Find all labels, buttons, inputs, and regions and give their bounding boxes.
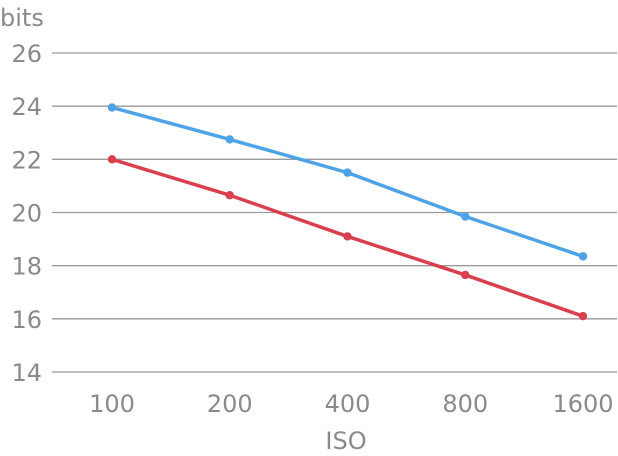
data-point	[461, 270, 470, 280]
y-tick-label: 14	[11, 359, 42, 387]
data-point	[578, 252, 588, 261]
y-tick-label: 22	[11, 146, 42, 174]
x-tick-label: 800	[442, 390, 488, 418]
data-point	[343, 232, 352, 241]
y-tick-label: 18	[11, 253, 42, 281]
series-layer	[107, 103, 588, 321]
x-tick-label: 100	[89, 390, 135, 418]
data-point	[107, 155, 117, 164]
x-tick-label: 1600	[552, 390, 613, 418]
data-point	[343, 168, 352, 177]
y-tick-label: 20	[11, 200, 42, 228]
y-tick-label: 24	[11, 93, 42, 121]
y-tick-label: 26	[11, 40, 42, 68]
y-axis-ticks: 14 16 18 20 22 24 26	[11, 40, 42, 387]
x-axis-ticks: 100 200 400 800 1600	[89, 390, 613, 418]
x-axis-label: ISO	[325, 427, 366, 455]
y-tick-label: 16	[11, 306, 42, 334]
data-point	[107, 103, 117, 112]
data-point	[225, 191, 234, 200]
series-2	[107, 155, 588, 321]
series-1	[107, 103, 588, 261]
y-axis-label: bits	[0, 4, 44, 32]
x-tick-label: 400	[325, 390, 371, 418]
data-point	[225, 135, 234, 144]
data-point	[578, 311, 588, 321]
data-point	[461, 212, 470, 221]
x-tick-label: 200	[207, 390, 253, 418]
gridlines	[52, 52, 617, 373]
